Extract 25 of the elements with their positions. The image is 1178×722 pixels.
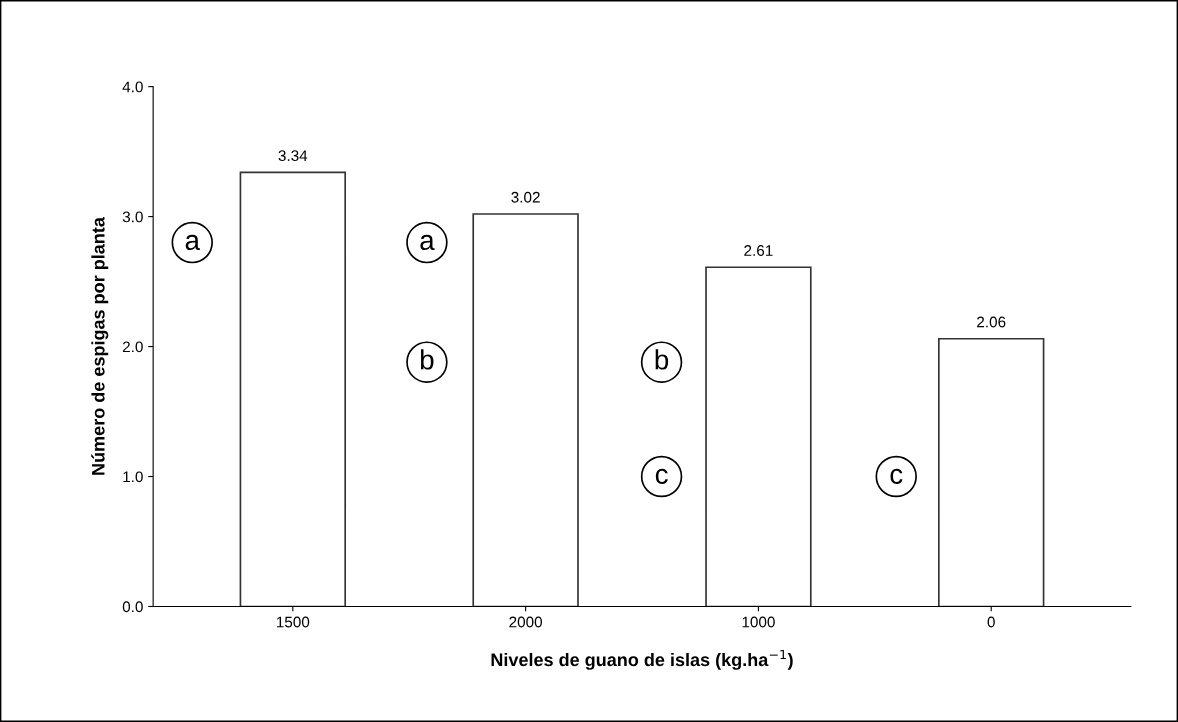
data-label: 3.02	[511, 191, 540, 203]
bar	[472, 213, 579, 607]
annotation: b	[420, 349, 434, 370]
annotation: c	[890, 468, 903, 484]
y-tick-label: 3.0	[122, 211, 143, 223]
annotation: a	[420, 234, 435, 251]
x-tick-label: 1000	[742, 616, 775, 628]
bar	[239, 171, 347, 607]
annotation: a	[185, 234, 200, 251]
y-tick-label: 1.0	[123, 471, 143, 483]
x-axis-title: Niveles de guano de islas (kg.ha$^{−1}$)	[491, 649, 793, 670]
data-label: 2.61	[744, 245, 773, 256]
y-axis-title: Número de espigas por planta	[91, 217, 109, 475]
y-tick-label: 0.0	[122, 601, 143, 613]
annotation: b	[655, 349, 669, 370]
bar	[937, 337, 1045, 607]
x-tick-label: 0	[987, 616, 995, 628]
y-tick-label: 2.0	[122, 341, 143, 353]
data-label: 3.34	[278, 150, 308, 162]
x-tick-label: 2000	[509, 616, 543, 628]
bar	[705, 266, 812, 607]
data-label: 2.06	[977, 316, 1006, 328]
y-tick-label: 4.0	[122, 81, 143, 93]
annotation: c	[655, 468, 668, 484]
x-tick-label: 1500	[276, 616, 310, 628]
